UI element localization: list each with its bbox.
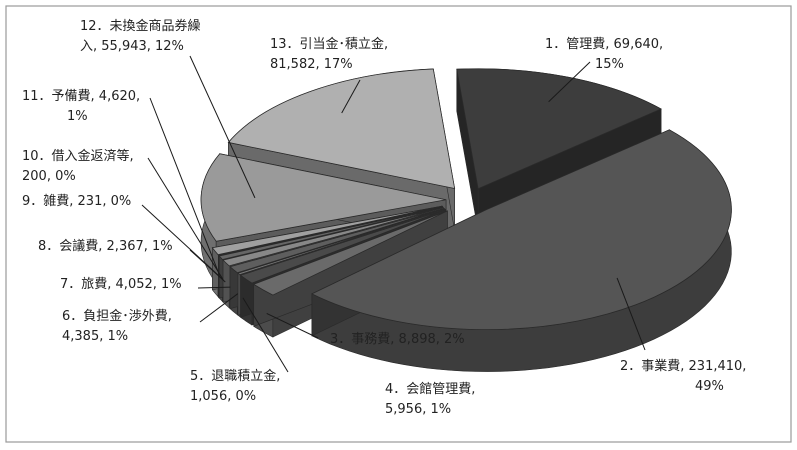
data-label-5: 5．退職積立金, bbox=[190, 368, 280, 384]
leader-line-10 bbox=[147, 157, 224, 280]
leader-line-1 bbox=[548, 61, 591, 103]
leader-line-3 bbox=[266, 313, 319, 339]
slice-7 bbox=[222, 207, 444, 267]
data-label-12: 12．未換金商品券繰 bbox=[80, 18, 201, 34]
leader-line-12 bbox=[189, 55, 256, 199]
data-label-1-line2: 15% bbox=[595, 57, 624, 72]
data-label-12-line2: 入, 55,943, 12% bbox=[80, 39, 184, 54]
leader-lines bbox=[141, 55, 646, 373]
slice-1 bbox=[456, 68, 662, 190]
data-label-4: 4．会館管理費, bbox=[385, 382, 475, 397]
slice-3 bbox=[252, 210, 448, 296]
leader-line-6 bbox=[199, 293, 239, 323]
leader-line-13 bbox=[341, 79, 361, 114]
slice-13 bbox=[227, 68, 456, 189]
slice-6 bbox=[229, 208, 445, 274]
slice-5 bbox=[237, 208, 445, 276]
leader-line-2 bbox=[616, 277, 646, 351]
data-label-3: 3．事務費, 8,898, 2% bbox=[330, 332, 465, 347]
data-label-13: 13．引当金･積立金, bbox=[270, 36, 388, 52]
data-label-8: 8．会議費, 2,367, 1% bbox=[38, 239, 173, 254]
data-labels: 1．管理費, 69,640, 15% 2．事業費, 231,410, 49% 3．事務費… bbox=[22, 18, 746, 417]
data-label-1: 1．管理費, 69,640, bbox=[545, 37, 663, 52]
data-label-11-line2: 1% bbox=[67, 109, 88, 124]
slice-10 bbox=[217, 206, 443, 256]
leader-line-9 bbox=[141, 204, 224, 281]
data-label-6: 6．負担金･渉外費, bbox=[62, 308, 172, 324]
slice-12 bbox=[200, 153, 447, 242]
slice-4 bbox=[239, 209, 446, 284]
data-label-2: 2．事業費, 231,410, bbox=[620, 358, 746, 374]
leader-line-7 bbox=[197, 286, 231, 289]
data-label-13-line2: 81,582, 17% bbox=[270, 57, 353, 72]
data-label-10: 10．借入金返済等, bbox=[22, 148, 134, 164]
data-label-9: 9．雑費, 231, 0% bbox=[22, 193, 131, 209]
data-label-10-line2: 200, 0% bbox=[22, 169, 76, 184]
data-label-11: 11．予備費, 4,620, bbox=[22, 88, 140, 104]
pie-tops bbox=[200, 68, 732, 331]
slice-11 bbox=[211, 205, 443, 256]
leader-line-11 bbox=[149, 97, 221, 276]
leader-line-5 bbox=[242, 297, 289, 373]
data-label-2-line2: 49% bbox=[695, 379, 724, 394]
data-label-7: 7．旅費, 4,052, 1% bbox=[60, 277, 182, 292]
data-label-4-line2: 5,956, 1% bbox=[385, 402, 451, 417]
data-label-6-line2: 4,385, 1% bbox=[62, 329, 128, 344]
slice-2 bbox=[310, 129, 732, 331]
data-label-5-line2: 1,056, 0% bbox=[190, 389, 256, 404]
